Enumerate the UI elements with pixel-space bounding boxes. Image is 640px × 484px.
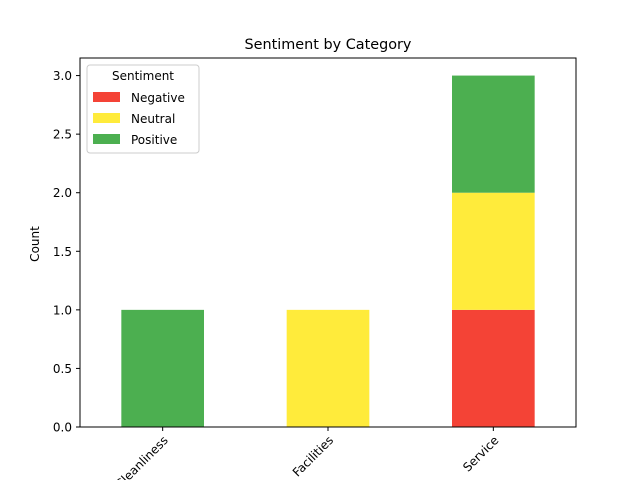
chart-title: Sentiment by Category — [245, 37, 412, 53]
legend-label-negative: Negative — [131, 91, 185, 105]
legend: Sentiment Negative Neutral Positive — [86, 64, 200, 154]
legend-swatch-positive — [93, 134, 120, 144]
y-axis-label: Count — [28, 226, 42, 262]
y-tick-label: 0.0 — [53, 421, 72, 435]
legend-title: Sentiment — [112, 69, 174, 83]
bars-layer — [121, 75, 535, 427]
legend-box — [86, 64, 200, 154]
x-tick-label: Cleanliness — [113, 433, 171, 480]
y-tick-label: 2.0 — [53, 186, 72, 200]
y-tick-label: 1.0 — [53, 303, 72, 317]
bar-neutral-service — [452, 192, 535, 310]
y-tick-label: 3.0 — [53, 69, 72, 83]
legend-label-positive: Positive — [131, 133, 177, 147]
legend-label-neutral: Neutral — [131, 112, 175, 126]
y-tick-label: 1.5 — [53, 245, 72, 259]
x-tick-label: Facilities — [290, 433, 336, 479]
legend-swatch-negative — [93, 92, 120, 102]
bar-positive-service — [452, 75, 535, 193]
legend-swatch-neutral — [93, 113, 120, 123]
bar-negative-service — [452, 309, 535, 427]
y-tick-label: 2.5 — [53, 128, 72, 142]
x-tick-label: Service — [460, 433, 501, 474]
bar-neutral-facilities — [286, 309, 370, 427]
bar-positive-cleanliness — [121, 309, 204, 427]
y-tick-label: 0.5 — [53, 362, 72, 376]
